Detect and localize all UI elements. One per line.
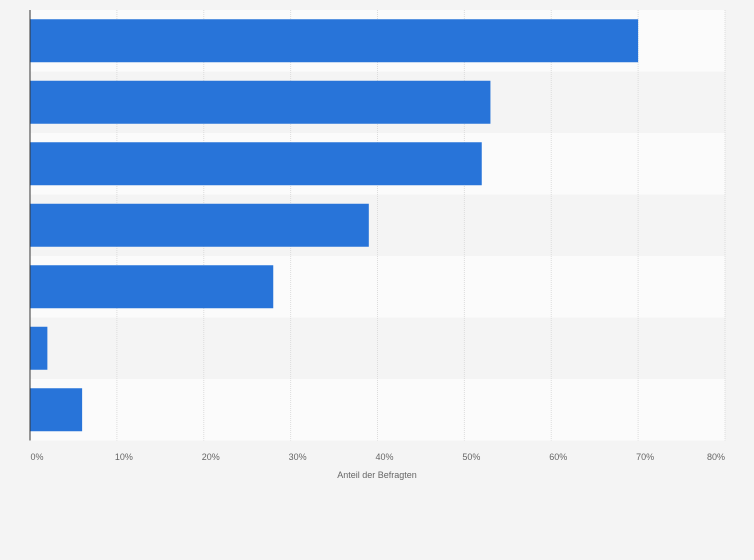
bar[interactable] xyxy=(30,265,274,309)
x-tick-label: 80% xyxy=(707,452,725,462)
bar[interactable] xyxy=(30,203,369,247)
x-tick-label: 70% xyxy=(636,452,654,462)
bar[interactable] xyxy=(30,19,639,63)
x-axis-title: Anteil der Befragten xyxy=(337,470,417,480)
x-tick-label: 0% xyxy=(30,452,43,462)
bar[interactable] xyxy=(30,142,482,186)
bar[interactable] xyxy=(30,326,48,370)
x-tick-label: 30% xyxy=(289,452,307,462)
x-tick-label: 40% xyxy=(375,452,393,462)
bars xyxy=(30,19,639,432)
gridlines xyxy=(116,10,726,441)
x-tick-label: 60% xyxy=(549,452,567,462)
x-tick-label: 50% xyxy=(462,452,480,462)
x-tick-label: 20% xyxy=(202,452,220,462)
bar[interactable] xyxy=(30,388,83,432)
x-tick-label: 10% xyxy=(115,452,133,462)
x-tick-labels: 0% 10% 20% 30% 40% 50% 60% 70% 80% xyxy=(30,452,725,462)
bar[interactable] xyxy=(30,80,491,124)
